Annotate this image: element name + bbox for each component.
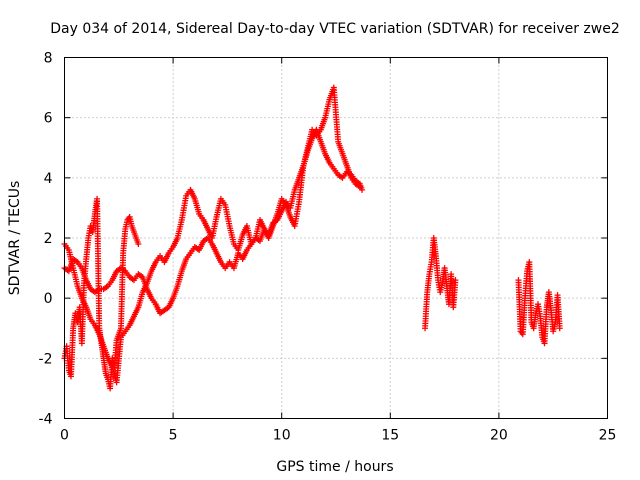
x-tick-label: 10	[273, 428, 291, 444]
plot-frame	[64, 57, 608, 419]
series-arc-3	[61, 195, 142, 392]
data-point	[452, 277, 459, 284]
data-point	[556, 325, 563, 332]
x-axis-label: GPS time / hours	[276, 459, 393, 475]
x-tick-label: 25	[599, 428, 617, 444]
y-axis-label: SDTVAR / TECUs	[7, 181, 23, 296]
series-arc-5	[515, 259, 563, 347]
x-tick-label: 0	[60, 428, 69, 444]
data-point	[359, 186, 366, 193]
data-point	[135, 241, 142, 248]
x-tick-label: 5	[169, 428, 178, 444]
y-tick-label: 6	[44, 111, 53, 127]
series-arc-4	[422, 235, 459, 332]
y-tick-label: -2	[39, 351, 53, 367]
data-points	[61, 84, 563, 392]
data-point	[356, 183, 363, 190]
y-tick-label: 0	[44, 291, 53, 307]
y-tick-label: -4	[39, 412, 53, 428]
grid	[64, 57, 608, 419]
chart-title: Day 034 of 2014, Sidereal Day-to-day VTE…	[50, 21, 620, 37]
x-tick-label: 20	[490, 428, 508, 444]
y-tick-label: 8	[44, 51, 53, 67]
y-tick-label: 2	[44, 231, 53, 247]
x-tick-label: 15	[381, 428, 399, 444]
y-tick-label: 4	[44, 171, 53, 187]
